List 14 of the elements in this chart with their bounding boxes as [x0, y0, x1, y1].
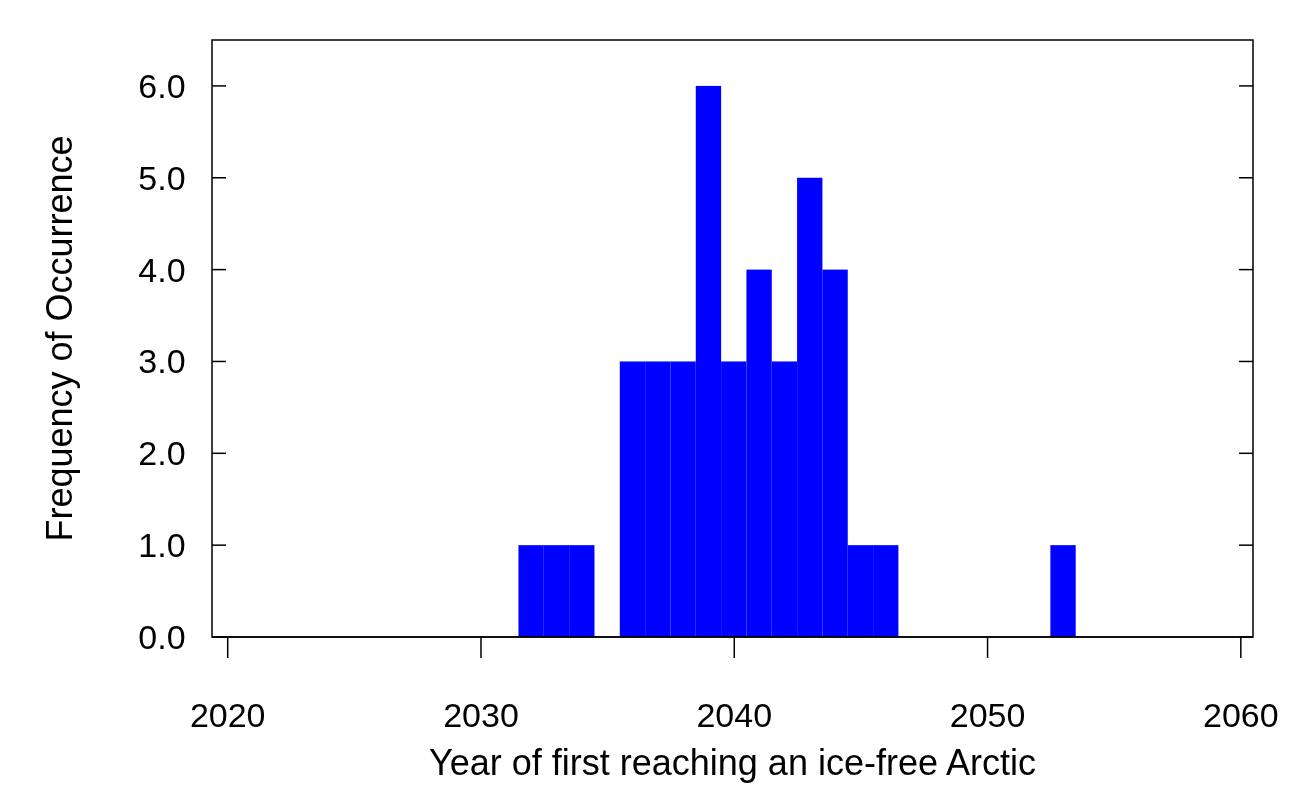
- x-tick-label: 2020: [189, 696, 266, 735]
- y-axis-title: Frequency of Occurrence: [39, 135, 80, 542]
- x-axis-title: Year of first reaching an ice-free Arctic: [429, 742, 1036, 783]
- x-tick-label: 2050: [949, 696, 1026, 735]
- y-tick-label: 5.0: [138, 158, 186, 197]
- y-tick-label: 3.0: [138, 342, 186, 381]
- y-tick-label: 0.0: [138, 618, 186, 656]
- y-tick-label: 1.0: [138, 526, 186, 565]
- x-tick-label: 2040: [696, 696, 773, 735]
- y-tick-label: 2.0: [138, 434, 186, 473]
- x-tick-label: 2030: [443, 696, 519, 735]
- x-tick-label: 2060: [1203, 696, 1279, 735]
- y-tick-label: 6.0: [138, 66, 186, 105]
- y-tick-label: 4.0: [138, 250, 186, 289]
